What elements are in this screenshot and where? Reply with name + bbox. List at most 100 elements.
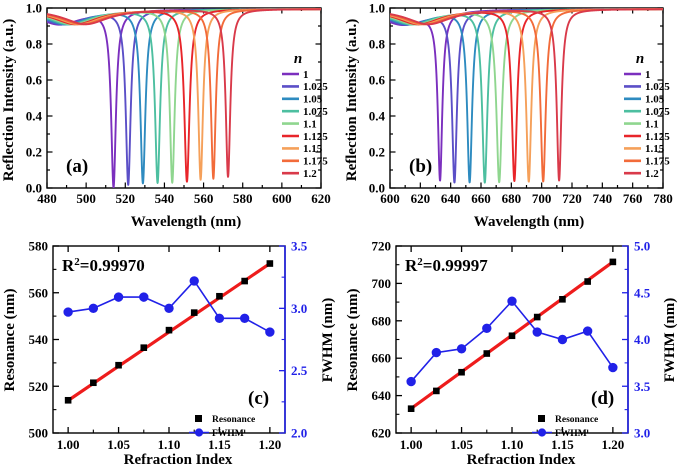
panel-d-legend-fwhm-marker: [537, 428, 547, 437]
y-tick-label: 0.0: [369, 181, 385, 196]
spectrum-curve-1.2: [390, 8, 663, 182]
legend-label-1.15: 1.15: [303, 143, 323, 155]
resonance-point: [433, 387, 440, 395]
y-tick-label-right: 2.0: [291, 426, 307, 441]
resonance-point: [508, 332, 516, 340]
legend-label-1.15: 1.15: [645, 143, 665, 155]
panel-d-ylabel-right: FWHM (nm): [662, 298, 678, 383]
x-tick-label: 700: [532, 191, 552, 206]
legend-label-1.075: 1.075: [645, 106, 670, 118]
curves: [47, 8, 321, 188]
x-tick-label: 1.05: [107, 437, 130, 452]
fwhm-point: [113, 292, 124, 302]
fwhm-point: [139, 292, 149, 302]
panel-c-ylabel-right: FWHM (nm): [320, 298, 336, 383]
panel-d-legend-resonance-marker: [538, 415, 545, 422]
x-tick-label: 1.20: [258, 437, 281, 452]
resonance-point: [266, 260, 274, 267]
legend-label-1.175: 1.175: [645, 156, 670, 168]
panel-a-ylabel: Reflection Intensity (a.u.): [1, 19, 17, 181]
y-tick-label: 0.6: [369, 73, 386, 88]
y-tick-label-left: 580: [29, 239, 49, 254]
resonance-point: [458, 368, 465, 376]
fwhm-point: [557, 334, 568, 345]
y-tick-label-right: 4.5: [634, 285, 651, 300]
legend-label-1.075: 1.075: [303, 106, 328, 118]
resonance-point: [407, 405, 415, 412]
fwhm-point: [63, 307, 73, 317]
fwhm-point: [265, 327, 275, 337]
x-tick-label: 1.15: [551, 437, 574, 452]
resonance-point: [140, 344, 148, 351]
panel-c-legend-resonance-marker: [195, 415, 202, 422]
panel-d-r2: R2=0.99997: [405, 256, 488, 275]
legend-label-1.125: 1.125: [645, 131, 670, 143]
curves: [390, 8, 663, 184]
panel-b-ylabel: Reflection Intensity (a.u.): [344, 19, 360, 181]
panel-c-legend-resonance: Resonance: [212, 415, 255, 425]
legend-label-1.05: 1.05: [303, 94, 323, 106]
x-tick-label: 540: [155, 191, 175, 206]
resonance-point: [165, 326, 173, 334]
panel-c-tag: (c): [248, 388, 269, 409]
resonance-point: [483, 350, 491, 357]
legend-label-1.025: 1.025: [303, 81, 328, 93]
y-tick-label-left: 700: [372, 276, 392, 291]
y-tick-label-right: 4.0: [634, 332, 650, 347]
y-tick-label-left: 540: [29, 332, 49, 347]
panel-c-legend-fwhm-marker: [194, 428, 204, 437]
panel-a-tag: (a): [66, 156, 88, 177]
x-tick-label: 1.10: [501, 437, 524, 452]
x-tick-label: 1.00: [400, 437, 423, 452]
legend-label-1.125: 1.125: [303, 131, 328, 143]
panel-c-ylabel-left: Resonance (nm): [2, 289, 18, 392]
y-tick-label: 0.0: [26, 181, 42, 196]
panel-b-legend-header: n: [636, 51, 644, 67]
resonance-point: [584, 278, 591, 285]
y-tick-label: 0.4: [26, 109, 43, 124]
y-tick-label-left: 680: [372, 313, 392, 328]
fwhm-point: [507, 296, 517, 306]
fwhm-point: [608, 362, 618, 373]
panel-d-ylabel-left: Resonance (nm): [345, 289, 361, 392]
fwhm-point: [532, 327, 542, 337]
x-tick-label: 740: [593, 191, 613, 206]
y-tick-label-right: 3.5: [634, 379, 651, 394]
y-tick-label-right: 3.5: [291, 239, 308, 254]
panel-b-svg: 600 620 640 660 680 700 720 740 760 780 0.0 0.2 0.4 0…: [344, 1, 673, 231]
fwhm-point: [164, 303, 174, 314]
x-tick-label: 480: [37, 191, 57, 206]
x-tick-label: 1.20: [601, 437, 624, 452]
panel-a-svg: 480 500 520 540 560 580 600 620 0.0 0.2 0.4 0.6 0.8 1…: [1, 1, 331, 231]
x-tick-label: 600: [380, 191, 400, 206]
resonance-point: [90, 379, 97, 387]
y-tick-label: 0.4: [369, 109, 386, 124]
x-tick-label: 660: [471, 191, 491, 206]
x-tick-label: 560: [194, 191, 214, 206]
x-tick-label: 1.10: [158, 437, 181, 452]
legend-label-1.2: 1.2: [645, 168, 659, 180]
fwhm-point: [431, 347, 442, 358]
x-tick-label: 620: [411, 191, 431, 206]
x-tick-label: 620: [311, 191, 331, 206]
y-tick-label-left: 640: [372, 388, 392, 403]
fwhm-point: [88, 303, 99, 314]
panel-b: 600 620 640 660 680 700 720 740 760 780 0.0 0.2 0.4 0…: [343, 0, 685, 232]
fwhm-point: [482, 323, 492, 333]
legend-label-1.05: 1.05: [645, 94, 665, 106]
y-tick-label-left: 500: [29, 426, 49, 441]
panel-d-xlabel: Refraction Index: [467, 452, 576, 468]
panel-c: 1.00 1.05 1.10 1.15 1.20 500 520 540 560 580 2.0 2.…: [0, 232, 343, 470]
legend-label-1.2: 1.2: [303, 168, 317, 180]
y-tick-label-right: 2.5: [291, 363, 308, 378]
fwhm-point: [214, 313, 225, 324]
y-tick-label: 1.0: [26, 1, 42, 16]
resonance-point: [533, 313, 541, 321]
panel-d: 1.00 1.05 1.10 1.15 1.20 620 640 660 680 700 720 3.…: [343, 232, 685, 470]
x-tick-label: 600: [272, 191, 292, 206]
y-tick-label: 0.6: [26, 73, 43, 88]
panel-b-xlabel: Wavelength (nm): [474, 214, 584, 230]
y-tick-label-right: 3.0: [634, 426, 650, 441]
x-tick-label: 720: [562, 191, 582, 206]
